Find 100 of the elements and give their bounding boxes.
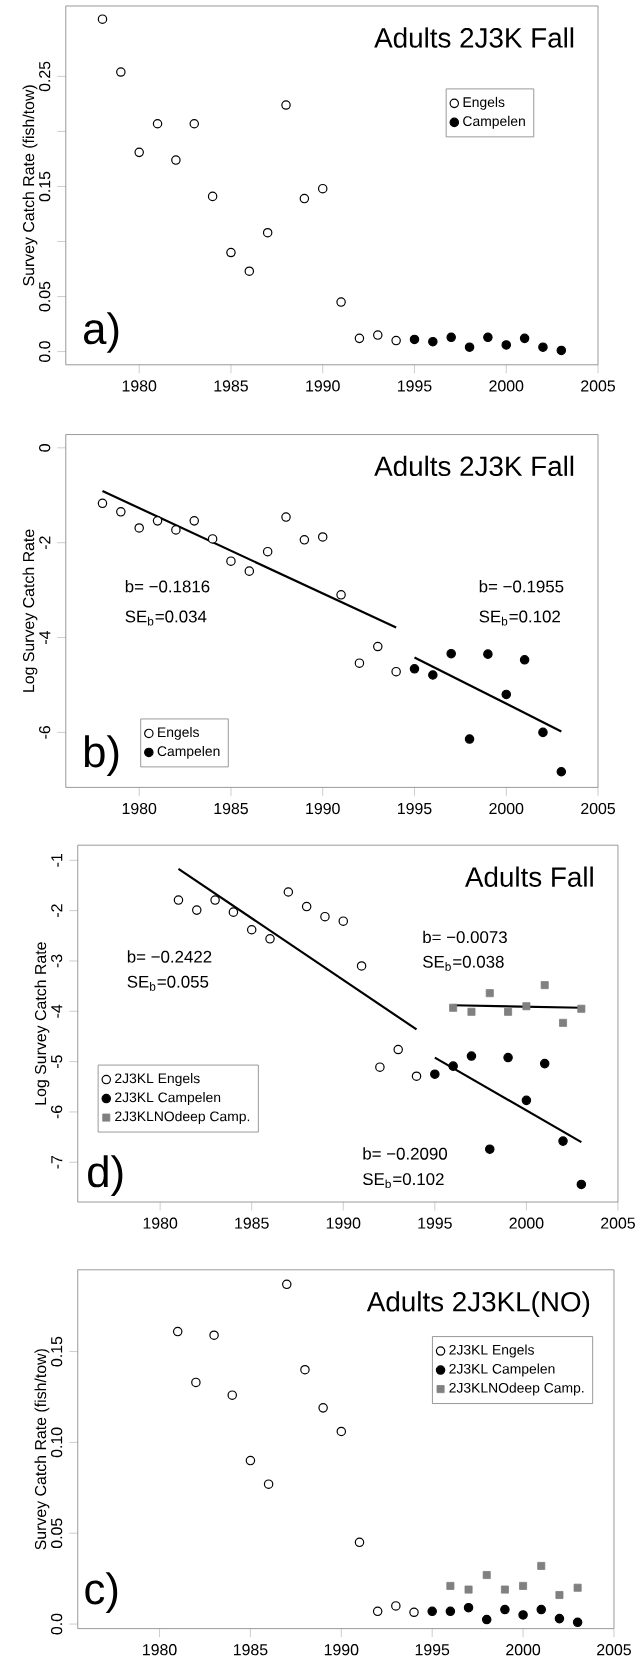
- point: [463, 1602, 474, 1613]
- point: [372, 330, 383, 340]
- text: Adults 2J3K Fall: [374, 27, 574, 48]
- point: [485, 989, 494, 998]
- point: [484, 1144, 495, 1154]
- point: [483, 649, 493, 659]
- point: [338, 916, 348, 926]
- point: [299, 193, 310, 204]
- point: [518, 1581, 527, 1590]
- point: [555, 1591, 564, 1599]
- point: [577, 1004, 586, 1013]
- point: [189, 516, 199, 526]
- point: [519, 333, 530, 344]
- point: [482, 1571, 491, 1579]
- point: [320, 911, 330, 922]
- point: [356, 961, 367, 971]
- annotation: b= −0.1816: [125, 580, 210, 593]
- point: [172, 1326, 183, 1337]
- point: [336, 297, 346, 307]
- point: [481, 1614, 492, 1625]
- point: [262, 546, 273, 557]
- point: [318, 1403, 328, 1413]
- point: [409, 1607, 419, 1618]
- point: [409, 334, 420, 345]
- point: [244, 566, 254, 576]
- point: [390, 1601, 401, 1611]
- point: [299, 535, 310, 545]
- point: [227, 1390, 237, 1400]
- point: [97, 14, 108, 24]
- point: [317, 183, 328, 194]
- annotation: b= −0.1955: [479, 580, 564, 593]
- annotation: b= −0.2422: [127, 950, 212, 963]
- point: [152, 516, 163, 526]
- annotation: SE$_{b}$=0.102: [479, 610, 560, 626]
- point: [189, 118, 199, 129]
- point: [500, 1604, 510, 1615]
- point: [576, 1179, 586, 1190]
- annotation: SE$_{b}$=0.102: [362, 1173, 444, 1189]
- annotation: d): [87, 1155, 123, 1196]
- point: [522, 1002, 531, 1011]
- point: [503, 1007, 512, 1016]
- point: [556, 345, 566, 356]
- point: [540, 981, 549, 990]
- annotation: b): [84, 735, 119, 776]
- point: [97, 498, 108, 509]
- point: [226, 247, 236, 258]
- annotation: SE$_{b}$=0.034: [125, 610, 207, 626]
- point: [372, 641, 383, 652]
- point: [464, 1585, 473, 1594]
- point: [134, 147, 144, 158]
- point: [281, 1279, 292, 1290]
- point: [464, 342, 475, 352]
- point: [445, 1606, 456, 1617]
- annotation: a): [83, 312, 119, 353]
- point: [467, 1007, 476, 1016]
- point: [409, 664, 420, 674]
- point: [521, 1095, 532, 1106]
- annotation: b= −0.2090: [363, 1147, 447, 1160]
- text: Adults 2J3KL(NO): [366, 1291, 589, 1318]
- point: [262, 227, 273, 238]
- annotation: b= −0.0073: [423, 930, 507, 944]
- point: [283, 887, 293, 897]
- point: [448, 1061, 458, 1071]
- point: [518, 1610, 528, 1620]
- point: [537, 1561, 546, 1570]
- point: [207, 191, 218, 202]
- point: [572, 1617, 583, 1628]
- point: [556, 766, 566, 777]
- point: [446, 648, 456, 659]
- point: [263, 1479, 274, 1489]
- point: [228, 907, 239, 917]
- point: [191, 1377, 201, 1388]
- point: [573, 1583, 582, 1592]
- point: [246, 924, 257, 935]
- point: [464, 734, 475, 744]
- point: [427, 670, 438, 680]
- point: [226, 556, 236, 566]
- point: [171, 525, 181, 535]
- point: [558, 1136, 568, 1146]
- point: [483, 332, 493, 343]
- point: [519, 655, 530, 665]
- point: [536, 1604, 546, 1615]
- point: [115, 507, 126, 517]
- point: [466, 1051, 477, 1061]
- point: [372, 1606, 383, 1617]
- point: [354, 333, 365, 344]
- text: Adults 2J3K Fall: [374, 455, 574, 477]
- point: [244, 266, 254, 276]
- point: [336, 590, 346, 600]
- point: [558, 1018, 567, 1027]
- point: [501, 340, 511, 350]
- point: [538, 727, 548, 738]
- point: [115, 67, 126, 77]
- point: [281, 512, 291, 522]
- point: [354, 1537, 365, 1548]
- point: [171, 155, 181, 165]
- point: [265, 934, 275, 944]
- point: [209, 1330, 219, 1340]
- point: [427, 336, 438, 347]
- point: [354, 658, 365, 668]
